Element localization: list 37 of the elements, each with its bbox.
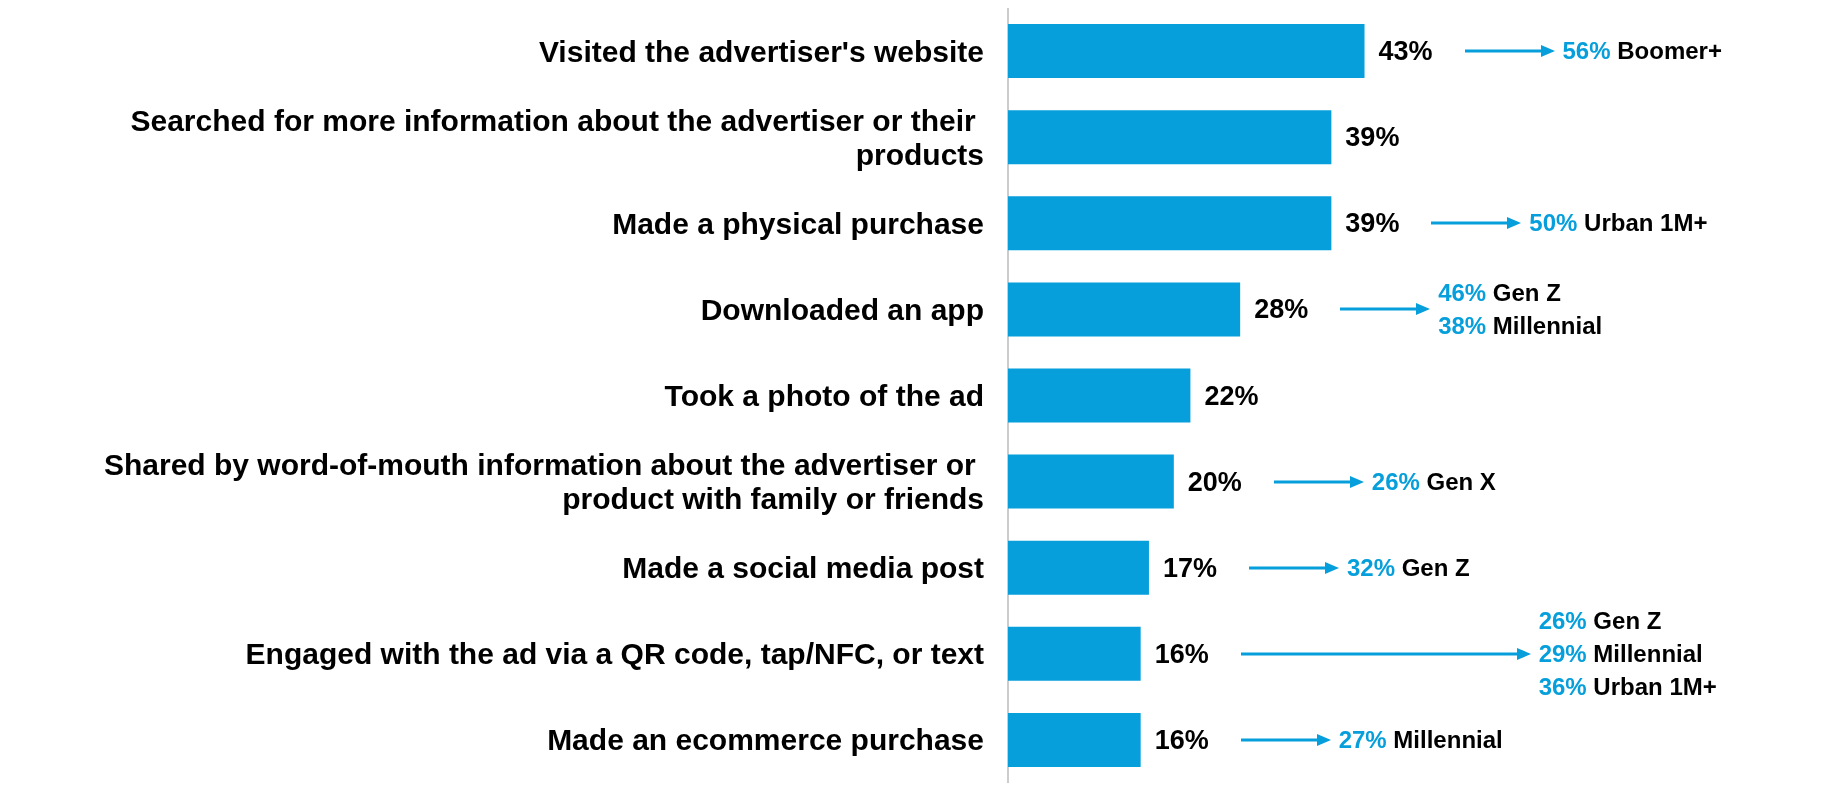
bar (1008, 712, 1141, 767)
bar (1008, 196, 1332, 251)
y-tick-label: Searched for more information about the advertiser or their products (130, 103, 984, 171)
y-tick-label: Engaged with the ad via a QR code, tap/NFC, or text (245, 637, 984, 671)
text: 50% Urban 1M+ (1529, 208, 1708, 239)
annotation: 32% Gen Z (1346, 552, 1470, 583)
bar (1008, 110, 1332, 165)
data-label: 16% (1154, 724, 1209, 755)
data-label: 43% (1378, 36, 1433, 67)
text: 56% Boomer+ (1562, 36, 1722, 67)
data-label: 28% (1254, 294, 1309, 325)
bar (1008, 368, 1191, 423)
text: 29% Millennial (1538, 638, 1703, 669)
text: 26% Gen Z (1538, 605, 1662, 636)
bar (1008, 540, 1149, 595)
y-tick-label: Made a social media post (622, 551, 984, 585)
y-tick-label: Shared by word-of-mouth information about the advertiser or product with family or friends (103, 448, 984, 516)
bar (1008, 454, 1174, 509)
y-tick-label: Took a photo of the ad (664, 379, 984, 412)
y-tick-label: Made a physical purchase (612, 206, 984, 240)
data-label: 20% (1187, 466, 1242, 497)
data-label: 17% (1162, 552, 1217, 583)
bar (1008, 626, 1141, 681)
text: 38% Millennial (1438, 310, 1603, 341)
data-label: 39% (1345, 208, 1400, 239)
data-label: 16% (1154, 638, 1209, 669)
text: 46% Gen Z (1438, 277, 1561, 308)
data-label: 22% (1204, 380, 1259, 411)
text: 26% Gen X (1371, 466, 1496, 497)
y-tick-label: Visited the advertiser's website (538, 34, 984, 68)
bar (1008, 282, 1241, 337)
text: 36% Urban 1M+ (1538, 671, 1717, 702)
annotation: 27% Millennial (1338, 724, 1503, 755)
bar (1008, 24, 1365, 79)
data-label: 39% (1345, 122, 1400, 153)
y-tick-label: Made an ecommerce purchase (547, 723, 984, 757)
y-tick-label: Downloaded an app (700, 292, 984, 326)
